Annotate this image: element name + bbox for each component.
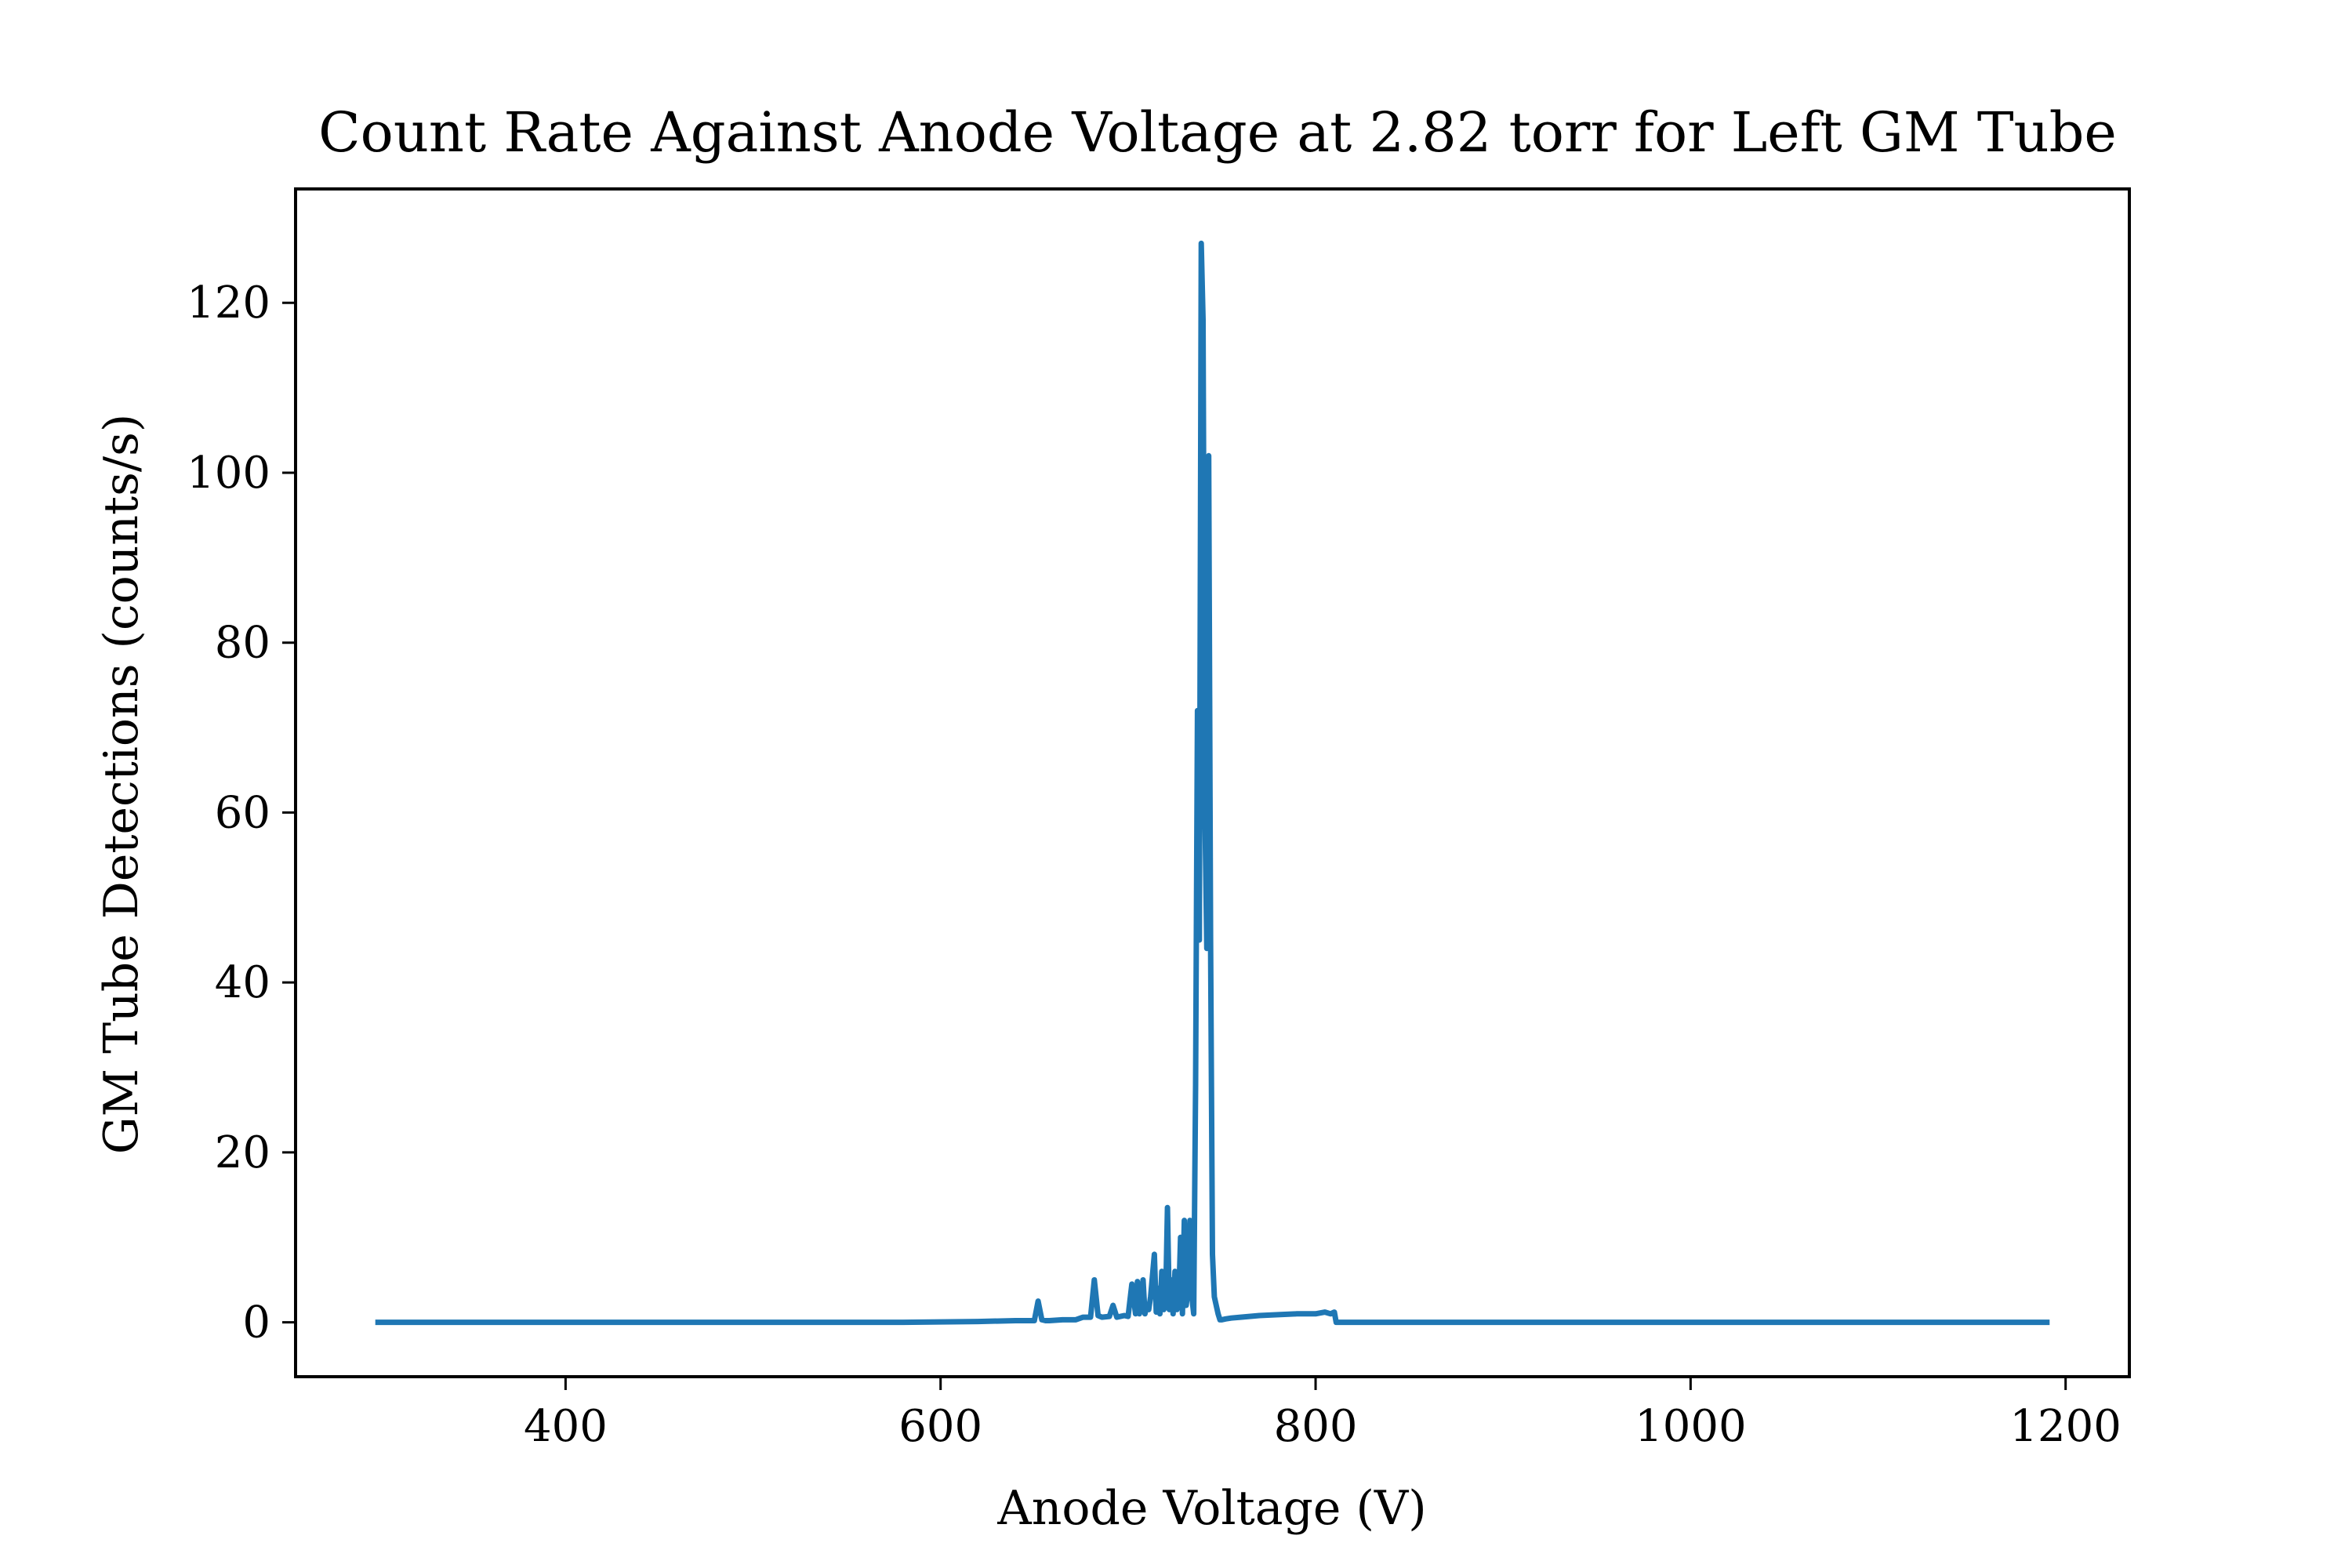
y-axis: 0 20 40 60 80 100 120 [187,278,296,1348]
y-tick-label: 120 [187,278,270,328]
x-tick-label: 800 [1274,1401,1358,1452]
x-axis-label: Anode Voltage (V) [996,1481,1426,1536]
y-tick-label: 100 [187,448,270,499]
y-tick-label: 0 [242,1298,270,1348]
y-tick-label: 20 [215,1127,270,1178]
plot-frame [294,187,2131,1378]
x-tick-label: 1200 [2009,1401,2122,1452]
chart-title: Count Rate Against Anode Voltage at 2.82… [318,100,2117,165]
y-tick-label: 40 [215,957,270,1008]
x-axis: 400 600 800 1000 1200 [524,1377,2122,1452]
y-axis-label: GM Tube Detections (counts/s) [94,414,149,1155]
plot-area [375,240,2050,1326]
x-tick-label: 400 [524,1401,608,1452]
y-tick-label: 60 [215,787,270,838]
x-tick-label: 1000 [1635,1401,1747,1452]
y-tick-label: 80 [215,618,270,669]
x-tick-label: 600 [898,1401,982,1452]
series-line [375,240,2050,1326]
